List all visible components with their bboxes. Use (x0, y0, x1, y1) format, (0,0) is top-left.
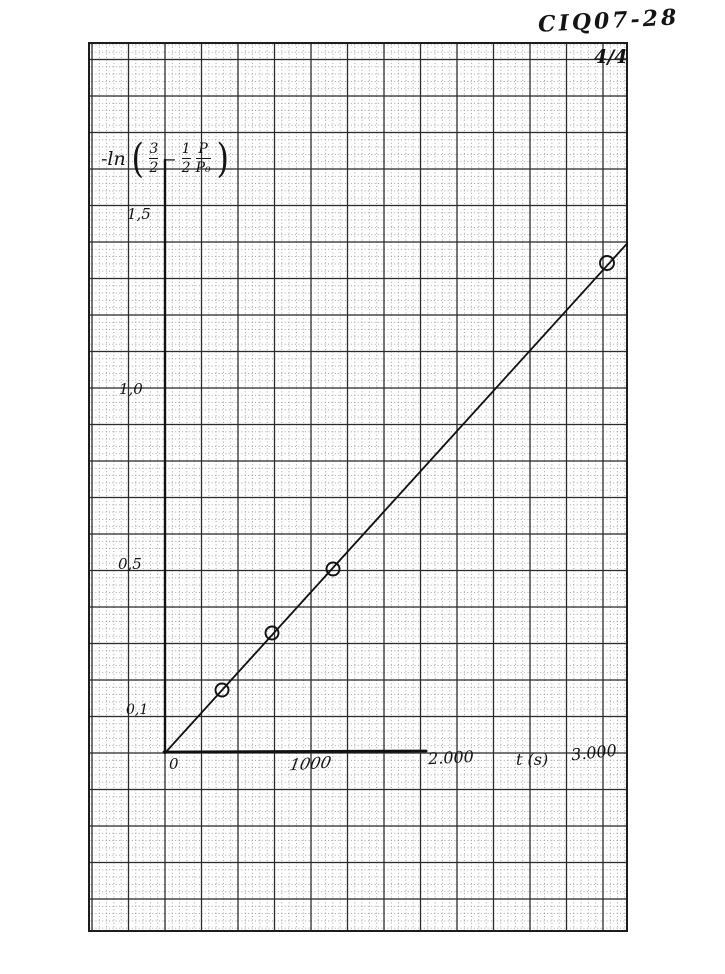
formula-minus: − (163, 149, 177, 169)
fraction-bar (181, 157, 191, 160)
paper-border (88, 42, 628, 932)
page-number: 4/4 (594, 46, 628, 68)
y-tick-label: 1,0 (119, 380, 143, 398)
formula-fraction: P P₀ (195, 142, 212, 176)
millimeter-paper (88, 42, 628, 932)
fraction-numerator: 3 (149, 141, 159, 158)
x-tick-label: 0 (169, 755, 179, 773)
formula-fraction: 3 2 (148, 142, 159, 176)
y-tick-label: 1,5 (127, 205, 151, 223)
fraction-numerator: 1 (181, 141, 191, 158)
fraction-denominator: 2 (181, 160, 191, 177)
fraction-denominator: 2 (149, 160, 159, 177)
x-axis-label: t (s) (516, 750, 549, 769)
exam-code: CIQ07-28 (537, 4, 680, 38)
y-tick-label: 0,5 (118, 555, 142, 573)
fit-line (164, 241, 628, 754)
grid-background (88, 42, 628, 932)
fraction-bar (195, 157, 211, 160)
data-point (599, 255, 615, 271)
x-axis-line (162, 749, 428, 754)
fraction-bar (149, 157, 159, 160)
fraction-denominator: P₀ (195, 160, 211, 177)
x-tick-label: 1000 (287, 752, 333, 775)
data-point (325, 561, 341, 577)
x-tick-label: 2.000 (427, 746, 475, 769)
data-point (214, 682, 230, 698)
formula-fraction: 1 2 (181, 142, 192, 176)
formula-close-paren: ) (216, 136, 229, 182)
data-point (264, 625, 280, 641)
y-axis-label-formula: -ln ( 3 2 − 1 2 P P₀ ) (101, 136, 230, 182)
graph-plot (88, 42, 628, 932)
formula-open-paren: ( (131, 136, 144, 182)
formula-prefix: -ln (101, 148, 126, 170)
fraction-numerator: P (198, 141, 208, 158)
y-tick-label: 0,1 (126, 702, 149, 718)
